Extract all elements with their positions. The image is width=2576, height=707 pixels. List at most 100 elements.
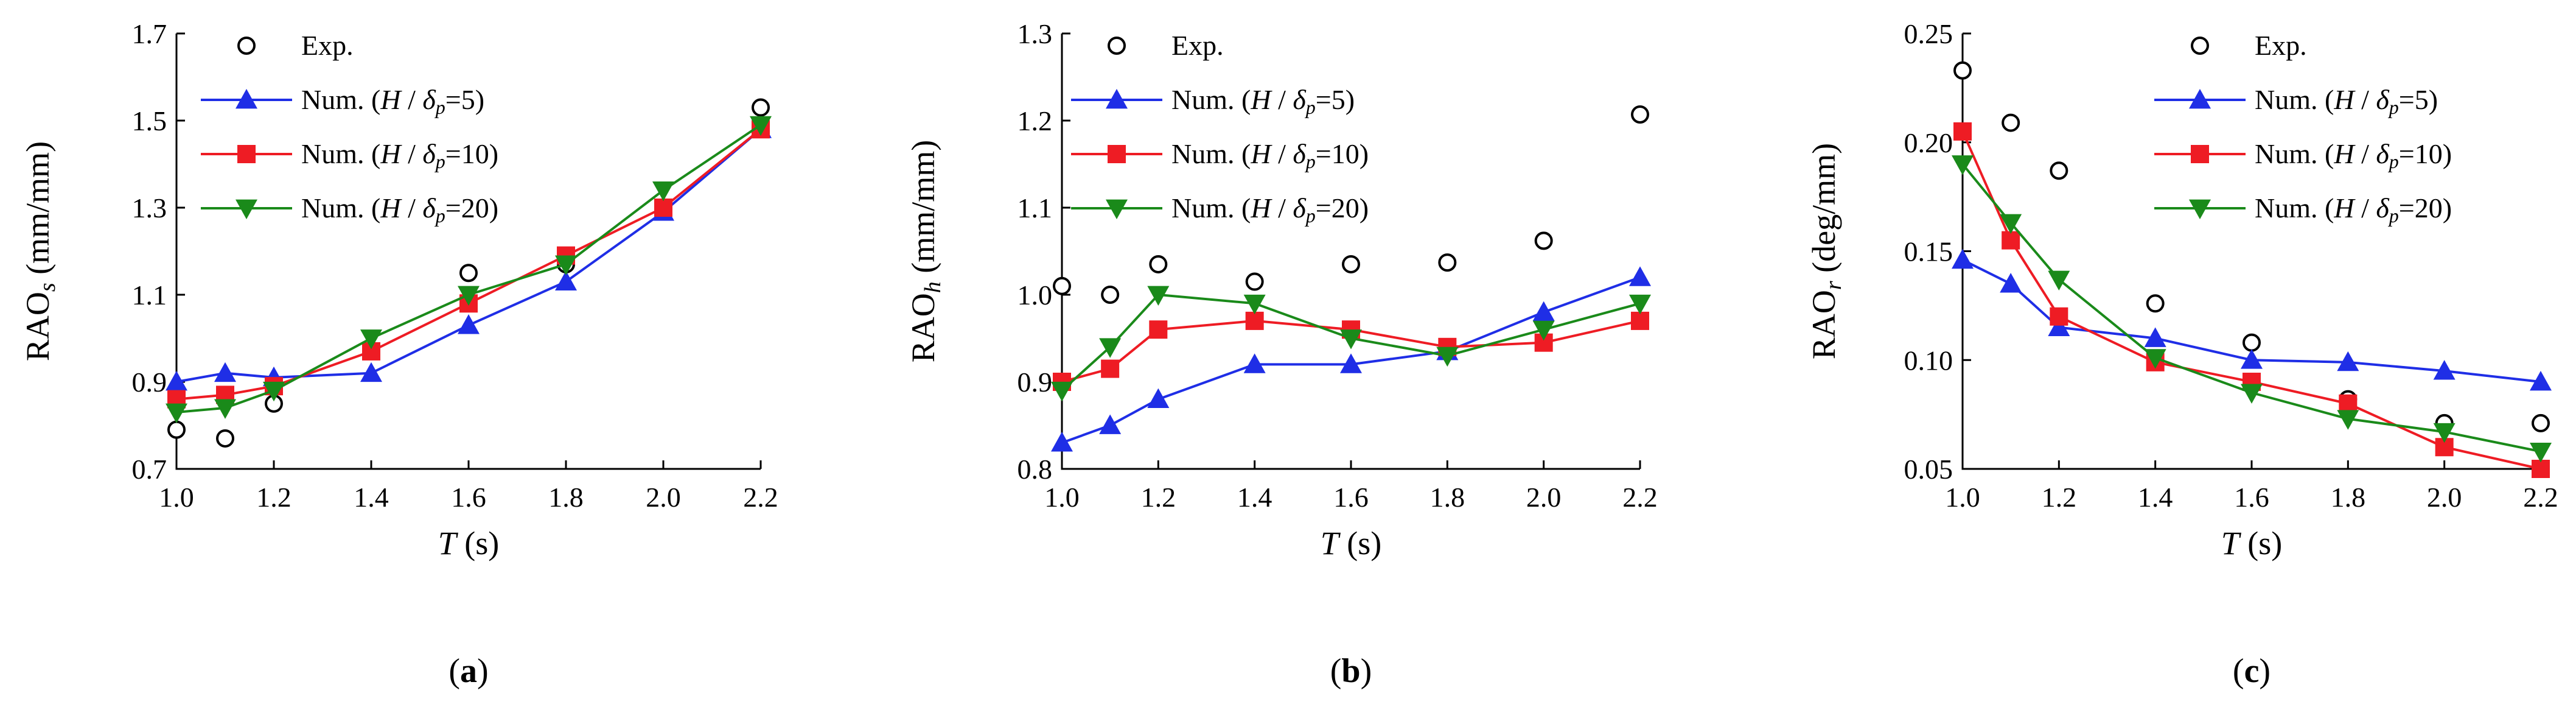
data-point xyxy=(2532,460,2550,478)
legend-eq: = xyxy=(1316,192,1332,223)
legend-delta: δ xyxy=(2376,138,2389,169)
data-point xyxy=(2002,231,2020,250)
legend-close: ) xyxy=(489,138,498,169)
data-point xyxy=(1243,294,1266,315)
x-tick-label: 2.2 xyxy=(1622,482,1658,513)
legend-item: Num. (H / δp=5) xyxy=(2154,84,2438,118)
legend-h: H xyxy=(1250,138,1272,169)
legend-item: Num. (H / δp=5) xyxy=(201,84,484,118)
y-tick-label: 0.9 xyxy=(132,367,167,398)
data-point xyxy=(1099,338,1122,358)
series-num-10 xyxy=(1953,122,2550,478)
data-point xyxy=(2530,371,2552,391)
series-exp xyxy=(1053,105,1649,304)
data-point xyxy=(2048,270,2070,290)
y-axis-label: RAOs (mm/mm) xyxy=(19,141,60,361)
legend-num: Num. ( xyxy=(301,138,380,169)
data-point xyxy=(2532,413,2550,432)
legend-eq: = xyxy=(2399,192,2415,223)
legend-marker xyxy=(1108,37,1126,55)
data-point xyxy=(2337,410,2359,430)
legend-p: p xyxy=(1305,150,1316,172)
data-point xyxy=(1101,286,1120,304)
series-num-20 xyxy=(1952,155,2552,463)
y-axis-label: RAOh (mm/mm) xyxy=(905,140,946,363)
x-axis-label: T (s) xyxy=(438,525,500,561)
legend-label: Num. (H / δp=20) xyxy=(1171,192,1369,227)
y-tick-label: 0.9 xyxy=(1017,367,1053,398)
data-point xyxy=(1147,286,1170,306)
y-axis-label: RAOr (deg/mm) xyxy=(1806,143,1846,359)
legend-h: H xyxy=(1250,192,1272,223)
x-tick-label: 2.2 xyxy=(743,482,778,513)
legend-delta: δ xyxy=(422,84,436,115)
legend-num: Num. ( xyxy=(1171,84,1251,115)
legend-slash: / xyxy=(2354,192,2376,223)
legend-value: 10 xyxy=(461,138,489,169)
legend-h: H xyxy=(380,138,402,169)
legend-value: 5 xyxy=(461,84,475,115)
y-tick-label: 0.8 xyxy=(1017,454,1053,485)
y-tick-label: 1.3 xyxy=(1017,18,1053,49)
data-point xyxy=(652,181,674,202)
data-point xyxy=(1953,122,1972,141)
legend-marker xyxy=(2191,145,2209,163)
data-point xyxy=(214,399,236,419)
x-tick-label: 1.6 xyxy=(1333,482,1369,513)
legend-p: p xyxy=(2388,150,2399,172)
legend-delta: δ xyxy=(2376,84,2389,115)
y-axis-label-sub: r xyxy=(1821,281,1846,290)
data-point xyxy=(1953,61,1972,80)
panel-label: (b) xyxy=(1330,652,1372,690)
legend-label: Num. (H / δp=5) xyxy=(2255,84,2438,118)
legend-delta: δ xyxy=(422,138,436,169)
legend-label: Exp. xyxy=(2255,30,2307,61)
data-point xyxy=(1099,414,1122,434)
legend-delta: δ xyxy=(1293,84,1306,115)
panel-label: (a) xyxy=(449,652,488,690)
data-point xyxy=(1245,311,1264,330)
data-point xyxy=(2050,161,2068,180)
data-point xyxy=(1340,329,1362,350)
panel-c: 1.0 1.2 1.4 1.6 1.8 2.0 2.2 0.05 0.10 0.15 0.20 0.2… xyxy=(1806,18,2558,690)
legend-value: 5 xyxy=(1332,84,1346,115)
x-tick-label: 1.0 xyxy=(1044,482,1080,513)
y-tick-label: 1.0 xyxy=(1017,280,1053,311)
x-axis-label-unit: (s) xyxy=(1339,525,1381,561)
legend-slash: / xyxy=(1271,192,1293,223)
legend-item: Exp. xyxy=(237,30,354,61)
legend-item: Exp. xyxy=(2191,30,2307,61)
panel-label: (c) xyxy=(2233,652,2271,690)
y-tick-label: 1.3 xyxy=(132,192,167,223)
data-point xyxy=(2243,333,2261,352)
data-point xyxy=(2144,327,2166,347)
legend-p: p xyxy=(435,96,445,118)
data-point xyxy=(1532,320,1555,341)
legend-h: H xyxy=(1250,84,1272,115)
data-point xyxy=(2146,294,2165,313)
y-axis-label-unit: (deg/mm) xyxy=(1806,143,1842,281)
data-point xyxy=(1243,353,1266,373)
data-point xyxy=(555,270,577,290)
x-axis-label: T (s) xyxy=(1321,525,1382,561)
data-point xyxy=(360,362,382,382)
legend-marker xyxy=(237,145,256,163)
legend-delta: δ xyxy=(2376,192,2389,223)
x-axis-label: T (s) xyxy=(2221,525,2283,561)
series-line xyxy=(176,128,762,383)
data-point xyxy=(459,264,478,283)
legend-item: Num. (H / δp=10) xyxy=(1071,138,1369,172)
data-point xyxy=(1438,253,1457,272)
x-axis-label-var: T xyxy=(438,525,459,561)
legend-p: p xyxy=(2388,205,2399,227)
y-axis-label-sub: s xyxy=(35,283,60,292)
x-tick-label: 1.6 xyxy=(2234,482,2269,513)
data-point xyxy=(167,420,186,439)
y-axis-label-main: RAO xyxy=(19,292,56,361)
legend-close: ) xyxy=(2443,192,2452,223)
legend-eq: = xyxy=(445,84,461,115)
data-point xyxy=(1952,155,1974,175)
legend-num: Num. ( xyxy=(2255,192,2334,223)
data-point xyxy=(2048,316,2070,337)
legend-label: Exp. xyxy=(301,30,354,61)
